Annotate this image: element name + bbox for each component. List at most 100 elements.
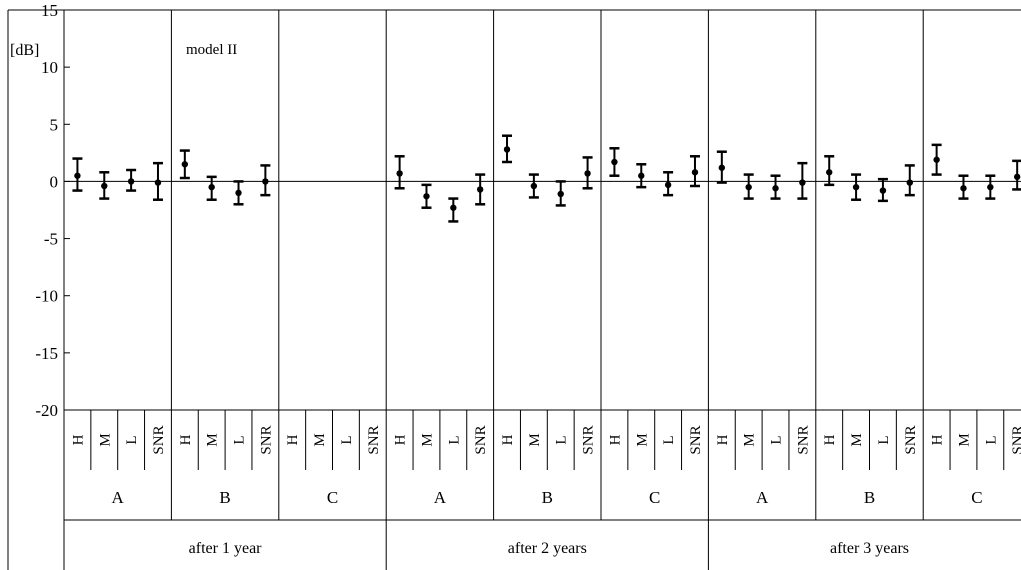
error-bar-point (582, 156, 593, 190)
data-point (799, 179, 806, 186)
error-bar-point (502, 134, 513, 164)
error-bar-point (394, 155, 405, 190)
error-bar-point (636, 163, 647, 189)
category-label: M (956, 433, 972, 446)
category-label: SNR (473, 425, 489, 454)
error-bar-point (770, 174, 781, 200)
category-label: SNR (151, 425, 167, 454)
error-bar-point (72, 157, 83, 192)
error-bar-point (206, 175, 217, 201)
data-point (262, 178, 269, 185)
data-point (933, 156, 940, 163)
data-point (74, 172, 81, 179)
model-annotation: model II (186, 42, 237, 58)
category-label: SNR (366, 425, 382, 454)
y-tick-label: -15 (35, 344, 58, 363)
data-point (745, 183, 752, 191)
group-label: A (434, 488, 447, 507)
group-label: B (864, 488, 875, 507)
error-bar-point (904, 164, 915, 197)
category-label: SNR (795, 425, 811, 454)
error-bar-point (475, 173, 486, 206)
data-point (208, 183, 215, 191)
category-label: H (500, 434, 516, 445)
error-bar-point (448, 197, 459, 223)
error-bar-point (260, 164, 271, 197)
category-label: M (205, 433, 221, 446)
error-bar-point (555, 180, 566, 207)
category-label: H (607, 434, 623, 445)
data-point (718, 164, 726, 171)
category-label: SNR (903, 425, 919, 454)
group-label: C (971, 488, 982, 507)
category-label: H (70, 434, 86, 445)
error-bar-point (851, 173, 862, 201)
error-bar-point (985, 174, 996, 200)
data-point (826, 169, 833, 176)
error-bar-point (421, 183, 432, 209)
category-label: M (634, 433, 650, 446)
error-bar-point (958, 174, 969, 200)
category-label: L (876, 435, 892, 444)
data-point (181, 161, 189, 168)
data-point (396, 170, 403, 177)
category-label: H (930, 434, 946, 445)
category-label: L (124, 435, 140, 444)
y-tick-label: 0 (50, 172, 59, 191)
data-point (101, 182, 108, 190)
data-marks (72, 134, 1021, 223)
data-point (530, 182, 538, 190)
data-point (852, 183, 860, 191)
data-point (450, 204, 457, 211)
category-label: SNR (581, 425, 597, 454)
category-label: L (769, 435, 785, 444)
category-label: M (527, 433, 543, 446)
data-point (960, 185, 967, 192)
category-label: H (285, 434, 301, 445)
category-label: M (312, 433, 328, 446)
category-label: H (715, 434, 731, 445)
data-point (557, 190, 564, 198)
category-label: L (446, 435, 462, 444)
y-tick-label: 10 (41, 58, 58, 77)
data-point (154, 179, 162, 186)
category-label: L (339, 435, 355, 444)
error-bar-point (716, 150, 727, 184)
period-label: after 1 year (189, 540, 263, 557)
data-point (638, 172, 645, 179)
group-label: A (112, 488, 125, 507)
error-bar-point (797, 161, 808, 200)
category-label: M (97, 433, 113, 446)
y-tick-label: -5 (44, 230, 58, 249)
data-point (503, 146, 511, 153)
data-point (127, 178, 135, 185)
y-tick-label: -20 (35, 401, 58, 420)
data-point (611, 158, 618, 166)
data-point (476, 186, 484, 193)
category-label: L (554, 435, 570, 444)
data-point (691, 169, 699, 176)
category-label: SNR (258, 425, 274, 454)
error-bar-point (743, 173, 754, 200)
group-label: B (542, 488, 553, 507)
error-bar-point (931, 143, 942, 176)
data-point (906, 179, 913, 186)
error-bar-point (663, 171, 674, 197)
group-label: A (756, 488, 769, 507)
group-label: C (327, 488, 338, 507)
data-point (584, 170, 591, 177)
error-bar-point (179, 149, 190, 180)
error-bar-point (824, 155, 835, 187)
error-bar-point (609, 147, 620, 177)
error-bar-point (1012, 159, 1021, 191)
error-bar-point (126, 168, 137, 192)
category-label: M (419, 433, 435, 446)
y-axis-unit: [dB] (10, 42, 39, 59)
period-label: after 2 years (508, 540, 587, 557)
data-point (987, 183, 994, 191)
error-bar-point (689, 155, 700, 188)
category-label: M (742, 433, 758, 446)
category-label: L (983, 435, 999, 444)
